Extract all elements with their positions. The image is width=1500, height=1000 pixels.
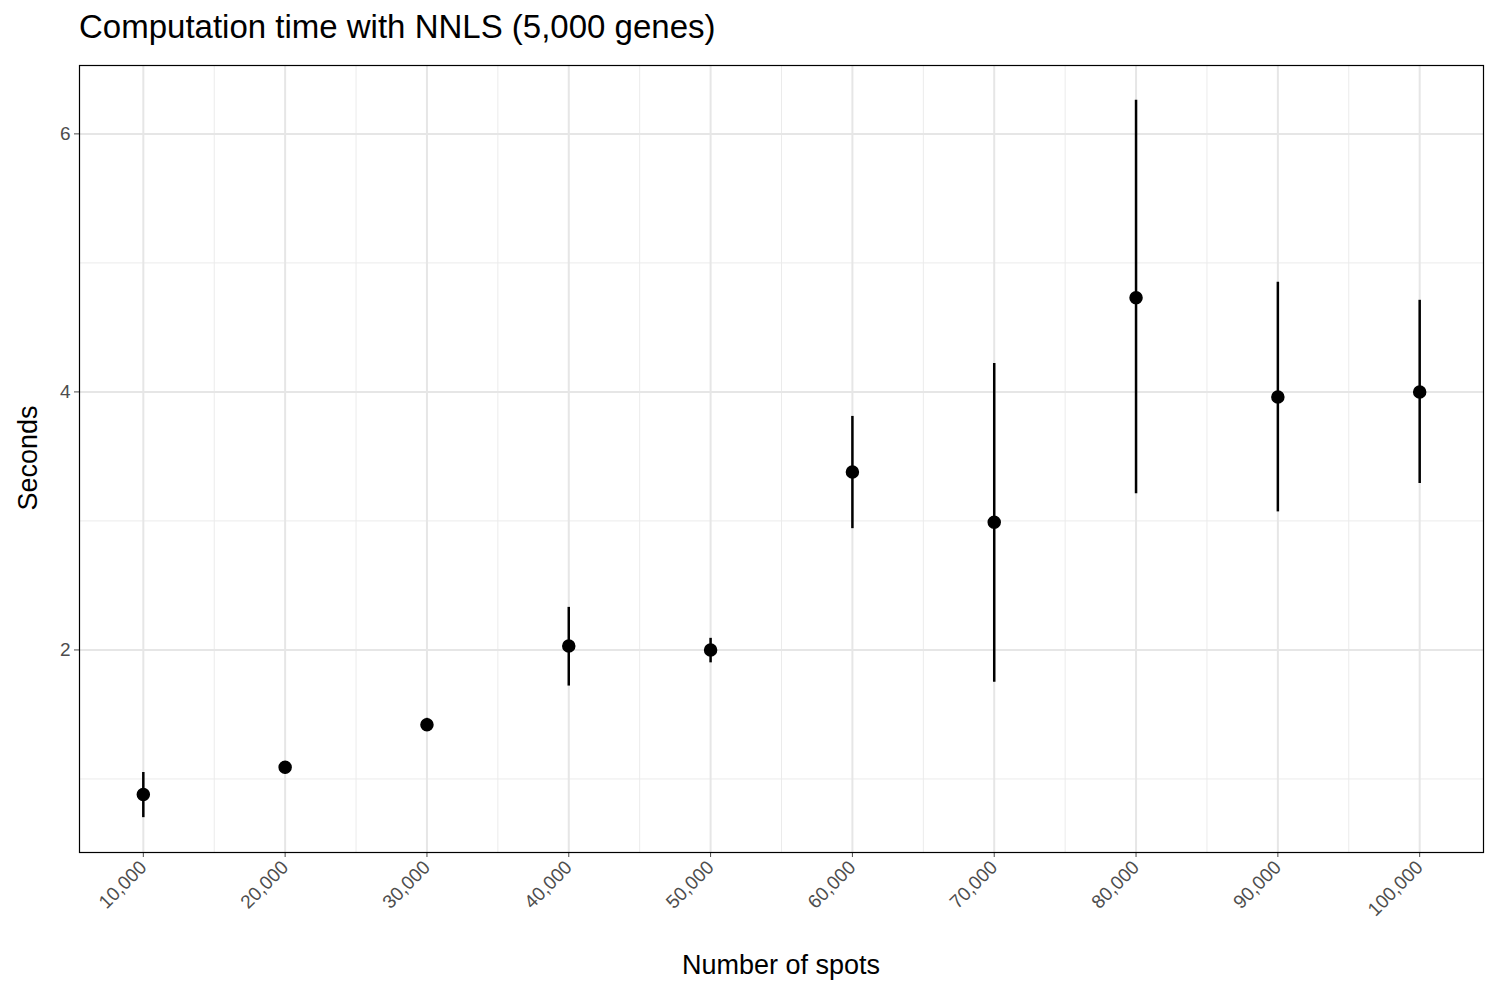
svg-text:20,000: 20,000	[236, 857, 292, 913]
html-text:Number of spots: Number of spots	[682, 950, 880, 980]
svg-text:60,000: 60,000	[804, 857, 860, 913]
svg-text:10,000: 10,000	[94, 857, 150, 913]
svg-text:4: 4	[60, 381, 71, 402]
html-text:Seconds: Seconds	[12, 405, 43, 511]
svg-text:50,000: 50,000	[662, 857, 718, 913]
svg-text:30,000: 30,000	[378, 857, 434, 913]
svg-text:80,000: 80,000	[1087, 857, 1143, 913]
svg-text:70,000: 70,000	[945, 857, 1001, 913]
svg-text:90,000: 90,000	[1229, 857, 1285, 913]
svg-text:2: 2	[60, 639, 71, 660]
html-text:Computation time with NNLS (5,: Computation time with NNLS (5,000 genes)	[79, 8, 716, 45]
svg-text:6: 6	[60, 123, 71, 144]
svg-text:40,000: 40,000	[520, 857, 576, 913]
svg-text:100,000: 100,000	[1363, 857, 1426, 920]
